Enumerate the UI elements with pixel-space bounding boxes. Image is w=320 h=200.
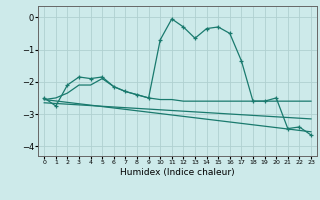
X-axis label: Humidex (Indice chaleur): Humidex (Indice chaleur) — [120, 168, 235, 177]
